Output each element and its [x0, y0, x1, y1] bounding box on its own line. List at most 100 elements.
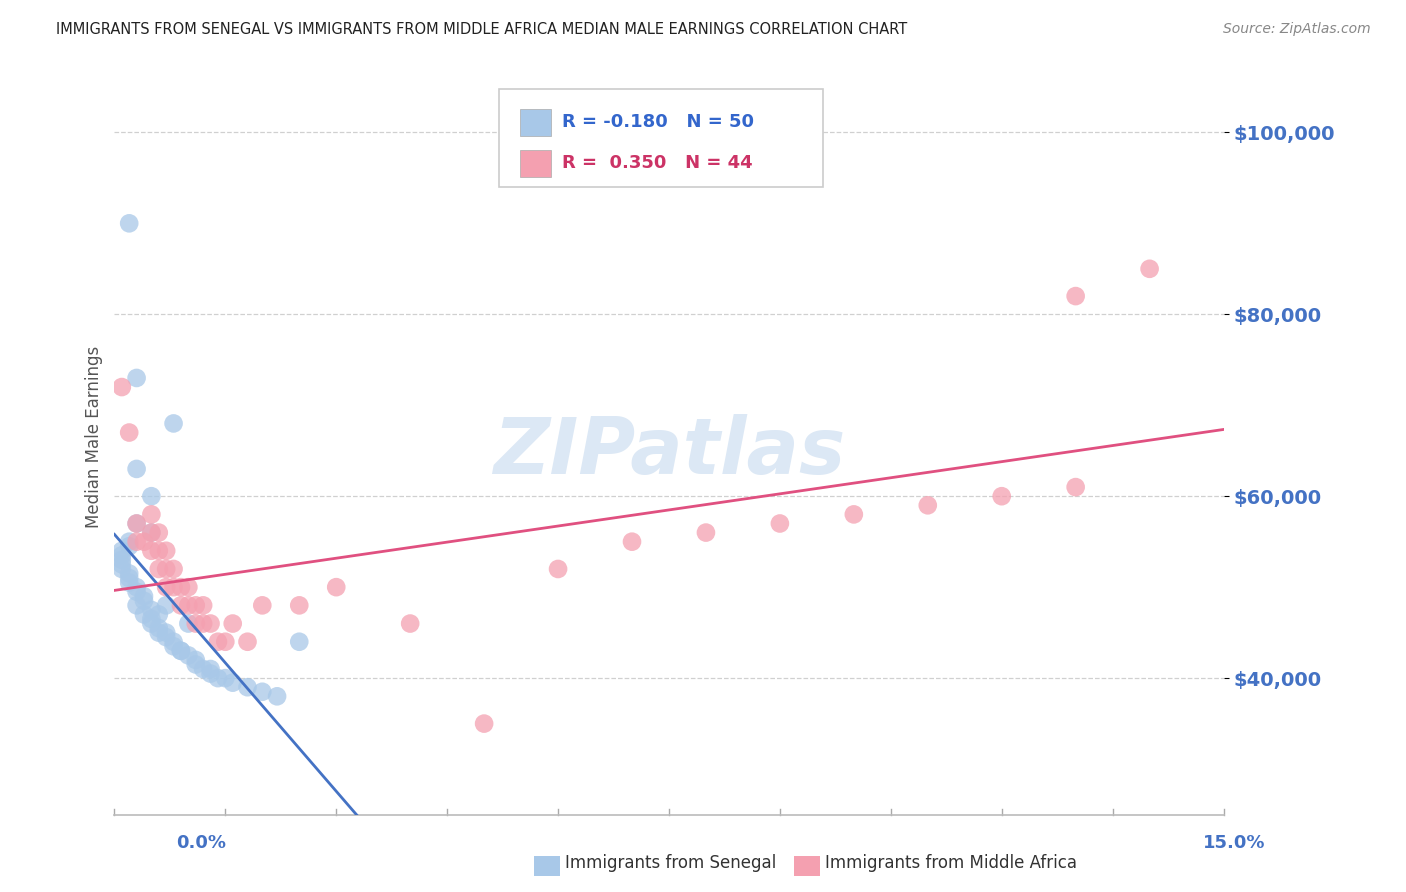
Point	[141, 508, 163, 522]
Text: R = -0.180   N = 50: R = -0.180 N = 50	[562, 113, 755, 131]
Point	[288, 599, 311, 613]
Point	[191, 599, 214, 613]
Point	[148, 562, 170, 576]
Point	[191, 616, 214, 631]
Point	[200, 662, 222, 676]
Point	[155, 580, 177, 594]
Y-axis label: Median Male Earnings: Median Male Earnings	[86, 346, 103, 528]
Point	[148, 543, 170, 558]
Text: 15.0%: 15.0%	[1204, 834, 1265, 852]
Point	[155, 630, 177, 644]
Point	[162, 634, 184, 648]
Point	[148, 525, 170, 540]
Point	[288, 634, 311, 648]
Point	[177, 616, 200, 631]
Point	[842, 508, 865, 522]
Point	[917, 498, 939, 512]
Text: Immigrants from Senegal: Immigrants from Senegal	[565, 855, 776, 872]
Point	[141, 489, 163, 503]
Point	[118, 425, 141, 440]
Point	[1064, 289, 1087, 303]
Point	[155, 625, 177, 640]
Text: 0.0%: 0.0%	[176, 834, 226, 852]
Point	[177, 648, 200, 663]
Point	[399, 616, 422, 631]
Point	[148, 621, 170, 635]
Point	[184, 599, 207, 613]
Point	[162, 562, 184, 576]
Point	[162, 640, 184, 654]
Point	[170, 599, 193, 613]
Point	[132, 589, 155, 603]
Point	[252, 599, 274, 613]
Point	[141, 612, 163, 626]
Point	[125, 516, 148, 531]
Point	[222, 616, 245, 631]
Point	[170, 580, 193, 594]
Point	[148, 607, 170, 622]
Point	[125, 534, 148, 549]
Point	[111, 562, 134, 576]
Point	[125, 462, 148, 476]
Point	[125, 516, 148, 531]
Point	[111, 549, 134, 563]
Point	[184, 616, 207, 631]
Point	[214, 671, 236, 685]
Point	[118, 571, 141, 585]
Point	[148, 625, 170, 640]
Text: ZIPatlas: ZIPatlas	[494, 414, 845, 491]
Point	[236, 680, 259, 694]
Point	[547, 562, 569, 576]
Point	[132, 607, 155, 622]
Point	[155, 599, 177, 613]
Point	[125, 599, 148, 613]
Point	[184, 657, 207, 672]
Point	[222, 675, 245, 690]
Point	[621, 534, 644, 549]
Point	[118, 539, 141, 553]
Point	[207, 671, 229, 685]
Point	[200, 666, 222, 681]
Point	[132, 594, 155, 608]
Point	[184, 653, 207, 667]
Point	[118, 566, 141, 581]
Point	[162, 417, 184, 431]
Text: R =  0.350   N = 44: R = 0.350 N = 44	[562, 154, 754, 172]
Point	[111, 558, 134, 572]
Text: Source: ZipAtlas.com: Source: ZipAtlas.com	[1223, 22, 1371, 37]
Point	[141, 543, 163, 558]
Point	[155, 543, 177, 558]
Point	[252, 685, 274, 699]
Point	[141, 616, 163, 631]
Point	[118, 534, 141, 549]
Point	[141, 603, 163, 617]
Point	[125, 584, 148, 599]
Point	[111, 543, 134, 558]
Text: Immigrants from Middle Africa: Immigrants from Middle Africa	[825, 855, 1077, 872]
Point	[141, 525, 163, 540]
Point	[200, 616, 222, 631]
Point	[125, 580, 148, 594]
Point	[162, 580, 184, 594]
Point	[266, 690, 288, 704]
Point	[141, 525, 163, 540]
Point	[170, 644, 193, 658]
Point	[191, 662, 214, 676]
Point	[325, 580, 347, 594]
Point	[1064, 480, 1087, 494]
Point	[177, 580, 200, 594]
Point	[111, 380, 134, 394]
Point	[118, 575, 141, 590]
Point	[177, 599, 200, 613]
Point	[695, 525, 717, 540]
Point	[236, 634, 259, 648]
Point	[214, 634, 236, 648]
Point	[118, 216, 141, 230]
Point	[990, 489, 1012, 503]
Point	[125, 371, 148, 385]
Point	[170, 644, 193, 658]
Point	[132, 534, 155, 549]
Point	[1139, 261, 1161, 276]
Point	[769, 516, 792, 531]
Point	[111, 553, 134, 567]
